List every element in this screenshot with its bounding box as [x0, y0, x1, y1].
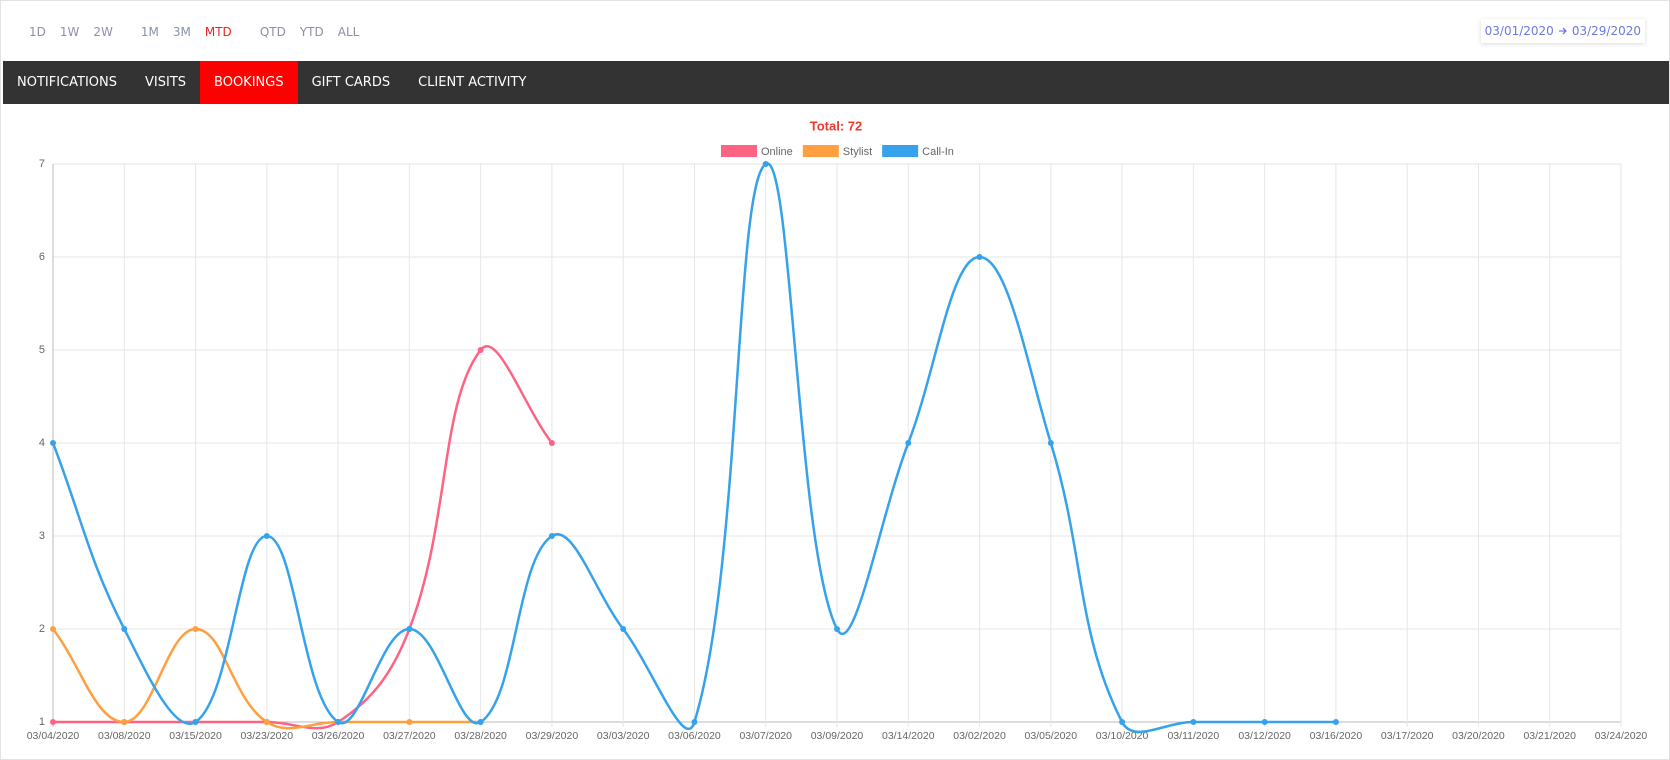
- data-point: [548, 440, 555, 446]
- data-point: [263, 533, 270, 539]
- x-tick-label: 03/24/2020: [1595, 730, 1648, 742]
- data-point: [834, 626, 840, 632]
- range-button[interactable]: 3M: [172, 25, 191, 39]
- legend-label: Call-In: [922, 146, 954, 158]
- series-line: [53, 345, 553, 730]
- x-tick-label: 03/28/2020: [454, 730, 507, 742]
- range-button[interactable]: 1M: [140, 25, 159, 39]
- tab[interactable]: VISITS: [145, 75, 187, 90]
- data-point: [976, 254, 983, 260]
- tab-bar: NOTIFICATIONS VISITS BOOKINGS GIFT CARDS CLI…: [3, 61, 1669, 104]
- y-tick-label: 5: [39, 344, 45, 356]
- x-tick-label: 03/17/2020: [1381, 730, 1434, 742]
- range-button[interactable]: MTD: [204, 25, 232, 39]
- data-point: [1119, 719, 1126, 725]
- x-tick-label: 03/20/2020: [1452, 730, 1505, 742]
- data-point: [406, 626, 413, 632]
- y-tick-label: 1: [39, 716, 45, 728]
- y-tick-label: 7: [39, 158, 45, 170]
- x-tick-label: 03/08/2020: [98, 730, 151, 742]
- data-point: [121, 719, 128, 725]
- x-tick-label: 03/26/2020: [312, 730, 365, 742]
- data-point: [50, 719, 56, 725]
- chart-title: Total: 72: [810, 118, 863, 133]
- data-point: [1261, 719, 1268, 725]
- date-from[interactable]: 03/01/2020: [1484, 24, 1554, 38]
- date-to[interactable]: 03/29/2020: [1571, 24, 1641, 38]
- x-tick-label: 03/27/2020: [383, 730, 436, 742]
- data-point: [1047, 440, 1054, 446]
- range-button[interactable]: 1D: [29, 25, 46, 39]
- tab[interactable]: NOTIFICATIONS: [17, 75, 117, 90]
- x-tick-label: 03/06/2020: [668, 730, 721, 742]
- data-point: [406, 719, 413, 725]
- y-tick-label: 2: [39, 623, 45, 635]
- range-button[interactable]: ALL: [337, 25, 360, 39]
- x-tick-label: 03/21/2020: [1523, 730, 1576, 742]
- x-tick-label: 03/03/2020: [597, 730, 650, 742]
- y-tick-label: 4: [39, 437, 45, 449]
- x-tick-label: 03/12/2020: [1238, 730, 1291, 742]
- data-point: [192, 626, 199, 632]
- tab[interactable]: GIFT CARDS: [311, 75, 391, 90]
- x-tick-label: 03/14/2020: [882, 730, 935, 742]
- data-point: [1332, 719, 1339, 725]
- range-button[interactable]: 1W: [59, 25, 80, 39]
- y-tick-label: 3: [39, 530, 45, 542]
- x-tick-label: 03/04/2020: [27, 730, 80, 742]
- data-point: [50, 626, 56, 632]
- data-point: [1190, 719, 1197, 725]
- tab[interactable]: BOOKINGS: [200, 61, 298, 104]
- range-button[interactable]: QTD: [259, 25, 286, 39]
- arrow-icon: [1558, 27, 1567, 35]
- series-line: [51, 162, 1336, 734]
- range-button[interactable]: 2W: [93, 25, 113, 39]
- data-point: [121, 626, 128, 632]
- x-tick-label: 03/16/2020: [1310, 730, 1363, 742]
- data-point: [335, 719, 342, 725]
- data-point: [477, 347, 484, 353]
- date-range[interactable]: 03/01/2020 03/29/2020: [1481, 19, 1645, 43]
- legend-label: Online: [761, 146, 793, 158]
- data-point: [477, 719, 484, 725]
- tab[interactable]: CLIENT ACTIVITY: [418, 75, 527, 90]
- legend-swatch: [882, 145, 919, 157]
- y-tick-label: 6: [39, 251, 45, 263]
- range-button[interactable]: YTD: [299, 25, 324, 39]
- x-tick-label: 03/15/2020: [169, 730, 222, 742]
- legend-swatch: [802, 145, 839, 157]
- x-tick-label: 03/07/2020: [739, 730, 792, 742]
- x-tick-label: 03/02/2020: [953, 730, 1006, 742]
- x-tick-label: 03/05/2020: [1025, 730, 1078, 742]
- x-tick-label: 03/11/2020: [1167, 730, 1219, 742]
- legend-label: Stylist: [843, 146, 872, 158]
- data-point: [192, 719, 199, 725]
- data-point: [620, 626, 627, 632]
- data-point: [263, 719, 270, 725]
- range-selector: 1D 1W 2W 1M 3M MTD QTD YTD ALL: [29, 25, 373, 39]
- x-tick-label: 03/29/2020: [526, 730, 579, 742]
- data-point: [762, 161, 769, 167]
- data-point: [905, 440, 912, 446]
- legend-swatch: [721, 145, 757, 157]
- data-point: [50, 440, 56, 446]
- data-point: [548, 533, 555, 539]
- x-tick-label: 03/23/2020: [241, 730, 294, 742]
- data-point: [691, 719, 698, 725]
- x-tick-label: 03/09/2020: [811, 730, 864, 742]
